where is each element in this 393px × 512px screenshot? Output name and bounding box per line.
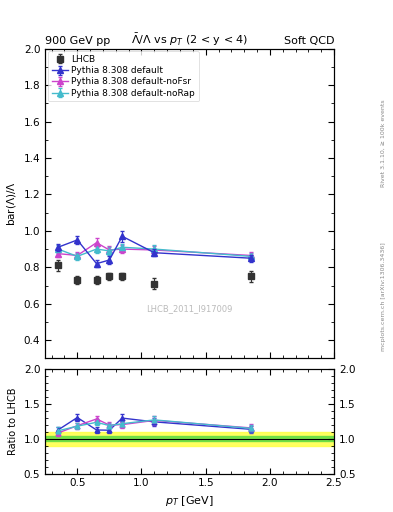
Text: mcplots.cern.ch [arXiv:1306.3436]: mcplots.cern.ch [arXiv:1306.3436]	[381, 243, 386, 351]
Text: LHCB_2011_I917009: LHCB_2011_I917009	[147, 304, 233, 313]
Text: 900 GeV pp: 900 GeV pp	[45, 36, 110, 46]
Text: Rivet 3.1.10, ≥ 100k events: Rivet 3.1.10, ≥ 100k events	[381, 99, 386, 187]
Y-axis label: bar($\Lambda$)/$\Lambda$: bar($\Lambda$)/$\Lambda$	[5, 181, 18, 226]
Legend: LHCB, Pythia 8.308 default, Pythia 8.308 default-noFsr, Pythia 8.308 default-noR: LHCB, Pythia 8.308 default, Pythia 8.308…	[48, 51, 199, 101]
Text: Soft QCD: Soft QCD	[284, 36, 334, 46]
X-axis label: $p_T$ [GeV]: $p_T$ [GeV]	[165, 494, 214, 508]
Bar	[45, 432, 334, 445]
Bar	[45, 436, 334, 441]
Y-axis label: Ratio to LHCB: Ratio to LHCB	[8, 388, 18, 455]
Title: $\bar{\Lambda}/\Lambda$ vs $p_{T}$ (2 < y < 4): $\bar{\Lambda}/\Lambda$ vs $p_{T}$ (2 < …	[131, 32, 248, 49]
